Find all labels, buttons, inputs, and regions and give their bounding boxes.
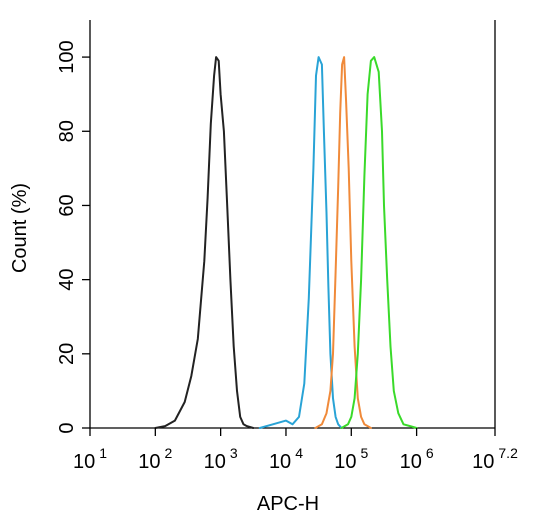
- y-axis: 0 20 40 60 80 100: [56, 40, 90, 434]
- series-line-2: [258, 56, 343, 429]
- series-line-4: [340, 56, 418, 429]
- plot-frame: [89, 20, 496, 429]
- y-axis-title: Count (%): [9, 183, 31, 273]
- series-line-1: [154, 56, 255, 429]
- x-tick-label-2: 10 3: [204, 445, 238, 473]
- y-tick-label-5: 100: [56, 40, 78, 73]
- x-axis: 10 1 10 2 10 3 10 4 10 5 10 6 10 7.2: [73, 428, 518, 473]
- y-tick-label-1: 20: [56, 343, 78, 365]
- x-tick-label-3: 10 4: [269, 445, 303, 473]
- y-tick-label-2: 40: [56, 269, 78, 291]
- y-tick-label-0: 0: [56, 422, 78, 433]
- x-tick-label-0: 10 1: [73, 445, 107, 473]
- x-tick-label-5: 10 6: [400, 445, 434, 473]
- x-axis-title: APC-H: [257, 493, 319, 515]
- x-tick-label-1: 10 2: [138, 445, 172, 473]
- y-tick-label-3: 60: [56, 194, 78, 216]
- x-tick-label-6: 10 7.2: [472, 445, 518, 473]
- y-tick-label-4: 80: [56, 120, 78, 142]
- series-layer: [154, 56, 418, 429]
- series-line-3: [314, 56, 372, 429]
- x-tick-label-4: 10 5: [334, 445, 368, 473]
